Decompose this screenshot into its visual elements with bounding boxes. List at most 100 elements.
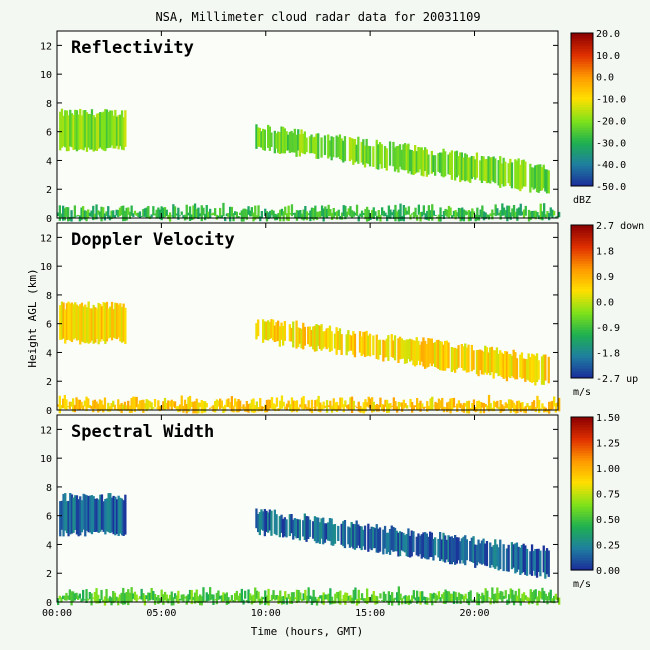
- echo-cell: [404, 595, 407, 605]
- echo-cell: [297, 327, 300, 348]
- echo-cell: [92, 597, 95, 599]
- echo-cell: [417, 596, 420, 603]
- echo-cell: [199, 402, 202, 408]
- echo-cell: [494, 402, 497, 407]
- echo-cell: [273, 509, 276, 534]
- echo-cell: [471, 403, 474, 410]
- echo-cell: [553, 595, 556, 604]
- x-tick-label: 20:00: [459, 608, 489, 619]
- echo-cell: [68, 401, 71, 409]
- echo-cell: [119, 114, 122, 147]
- echo-cell: [304, 206, 307, 220]
- echo-cell: [195, 589, 198, 603]
- echo-cell: [456, 596, 459, 604]
- colorbar-segment: [571, 319, 593, 323]
- echo-cell: [437, 538, 440, 558]
- echo-cell: [197, 207, 200, 219]
- echo-cell: [385, 338, 388, 358]
- colorbar-segment: [571, 173, 593, 177]
- echo-cell: [544, 550, 547, 579]
- echo-cell: [235, 590, 238, 600]
- echo-cell: [519, 164, 522, 192]
- echo-cell: [417, 533, 420, 557]
- echo-cell: [290, 592, 294, 604]
- echo-cell: [340, 212, 344, 220]
- echo-cell: [240, 406, 243, 409]
- echo-cell: [450, 347, 453, 372]
- echo-cell: [117, 495, 120, 536]
- echo-cell: [397, 401, 400, 411]
- echo-cell: [482, 156, 485, 181]
- echo-cell: [482, 403, 486, 414]
- echo-cell: [125, 592, 128, 603]
- colorbar-segment: [571, 544, 593, 548]
- echo-cell: [397, 532, 400, 557]
- echo-cell: [92, 115, 95, 152]
- colorbar-segment: [571, 48, 593, 52]
- x-tick-label: 10:00: [251, 608, 281, 619]
- echo-cell: [512, 402, 516, 412]
- echo-cell: [320, 595, 324, 604]
- echo-cell: [426, 210, 429, 220]
- echo-cell: [325, 208, 329, 219]
- echo-cell: [481, 592, 484, 604]
- echo-cell: [257, 205, 260, 219]
- echo-cell: [497, 547, 500, 571]
- colorbar-segment: [571, 81, 593, 85]
- echo-region: [57, 394, 561, 414]
- colorbar-segment: [571, 101, 593, 105]
- echo-cell: [462, 595, 466, 602]
- echo-cell: [109, 110, 112, 148]
- echo-cell: [416, 590, 419, 604]
- echo-cell: [107, 206, 110, 219]
- colorbar-segment: [571, 168, 593, 172]
- echo-cell: [250, 595, 253, 605]
- echo-cell: [307, 587, 310, 602]
- echo-cell: [422, 596, 425, 600]
- echo-cell: [549, 207, 552, 217]
- echo-cell: [128, 405, 132, 413]
- echo-cell: [122, 404, 125, 410]
- colorbar-tick-label: -50.0: [596, 182, 626, 193]
- echo-cell: [466, 598, 469, 604]
- echo-cell: [532, 400, 536, 410]
- echo-cell: [394, 597, 397, 600]
- echo-cell: [65, 501, 69, 534]
- echo-cell: [360, 336, 363, 357]
- echo-cell: [82, 405, 85, 410]
- echo-cell: [317, 517, 320, 543]
- echo-cell: [75, 215, 78, 217]
- colorbar-segment: [571, 304, 593, 308]
- colorbar-segment: [571, 71, 593, 75]
- echo-cell: [94, 498, 97, 532]
- echo-cell: [337, 525, 340, 541]
- echo-cell: [444, 589, 447, 604]
- echo-cell: [521, 402, 524, 411]
- echo-cell: [422, 337, 425, 367]
- echo-cell: [97, 403, 100, 413]
- echo-cell: [252, 398, 255, 413]
- echo-cell: [400, 149, 403, 170]
- echo-cell: [548, 592, 551, 601]
- echo-cell: [522, 358, 525, 379]
- echo-cell: [75, 592, 78, 599]
- echo-cell: [348, 334, 352, 351]
- echo-cell: [172, 597, 175, 606]
- echo-cell: [72, 398, 75, 412]
- echo-cell: [260, 131, 263, 148]
- echo-cell: [420, 147, 423, 176]
- echo-cell: [310, 134, 313, 154]
- echo-cell: [290, 204, 294, 217]
- echo-cell: [421, 591, 424, 602]
- echo-cell: [477, 593, 481, 606]
- echo-cell: [275, 133, 278, 149]
- colorbar-segment: [571, 480, 593, 484]
- echo-cell: [385, 532, 388, 554]
- echo-cell: [387, 335, 390, 361]
- echo-cell: [170, 399, 173, 411]
- echo-cell: [497, 160, 500, 186]
- echo-cell: [431, 593, 434, 606]
- colorbar-segment: [571, 557, 593, 561]
- echo-cell: [273, 130, 276, 154]
